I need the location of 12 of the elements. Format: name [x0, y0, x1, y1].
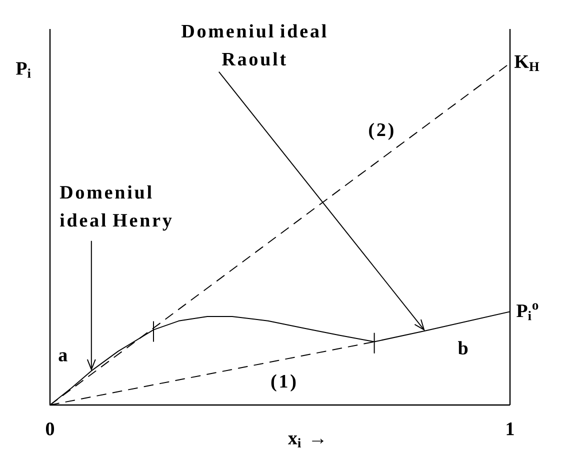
series-label: (1) — [271, 374, 296, 392]
x-tick-label: 1 — [506, 422, 514, 436]
annotation: Domeniul ideal Raoult — [181, 24, 326, 66]
x-axis-title: x$_{i}$ → — [288, 436, 324, 448]
y-axis-title: P$_{i}$ — [16, 62, 31, 78]
series-label: (2) — [369, 122, 394, 140]
annotation: a — [58, 352, 68, 362]
annotation: Domeniul ideal Henry — [60, 185, 172, 231]
annotation: P$_{i}$o — [516, 303, 538, 320]
annotation: K$_{H}$ — [514, 55, 540, 71]
annotation: b — [458, 341, 468, 355]
x-tick-label: 0 — [46, 422, 54, 436]
